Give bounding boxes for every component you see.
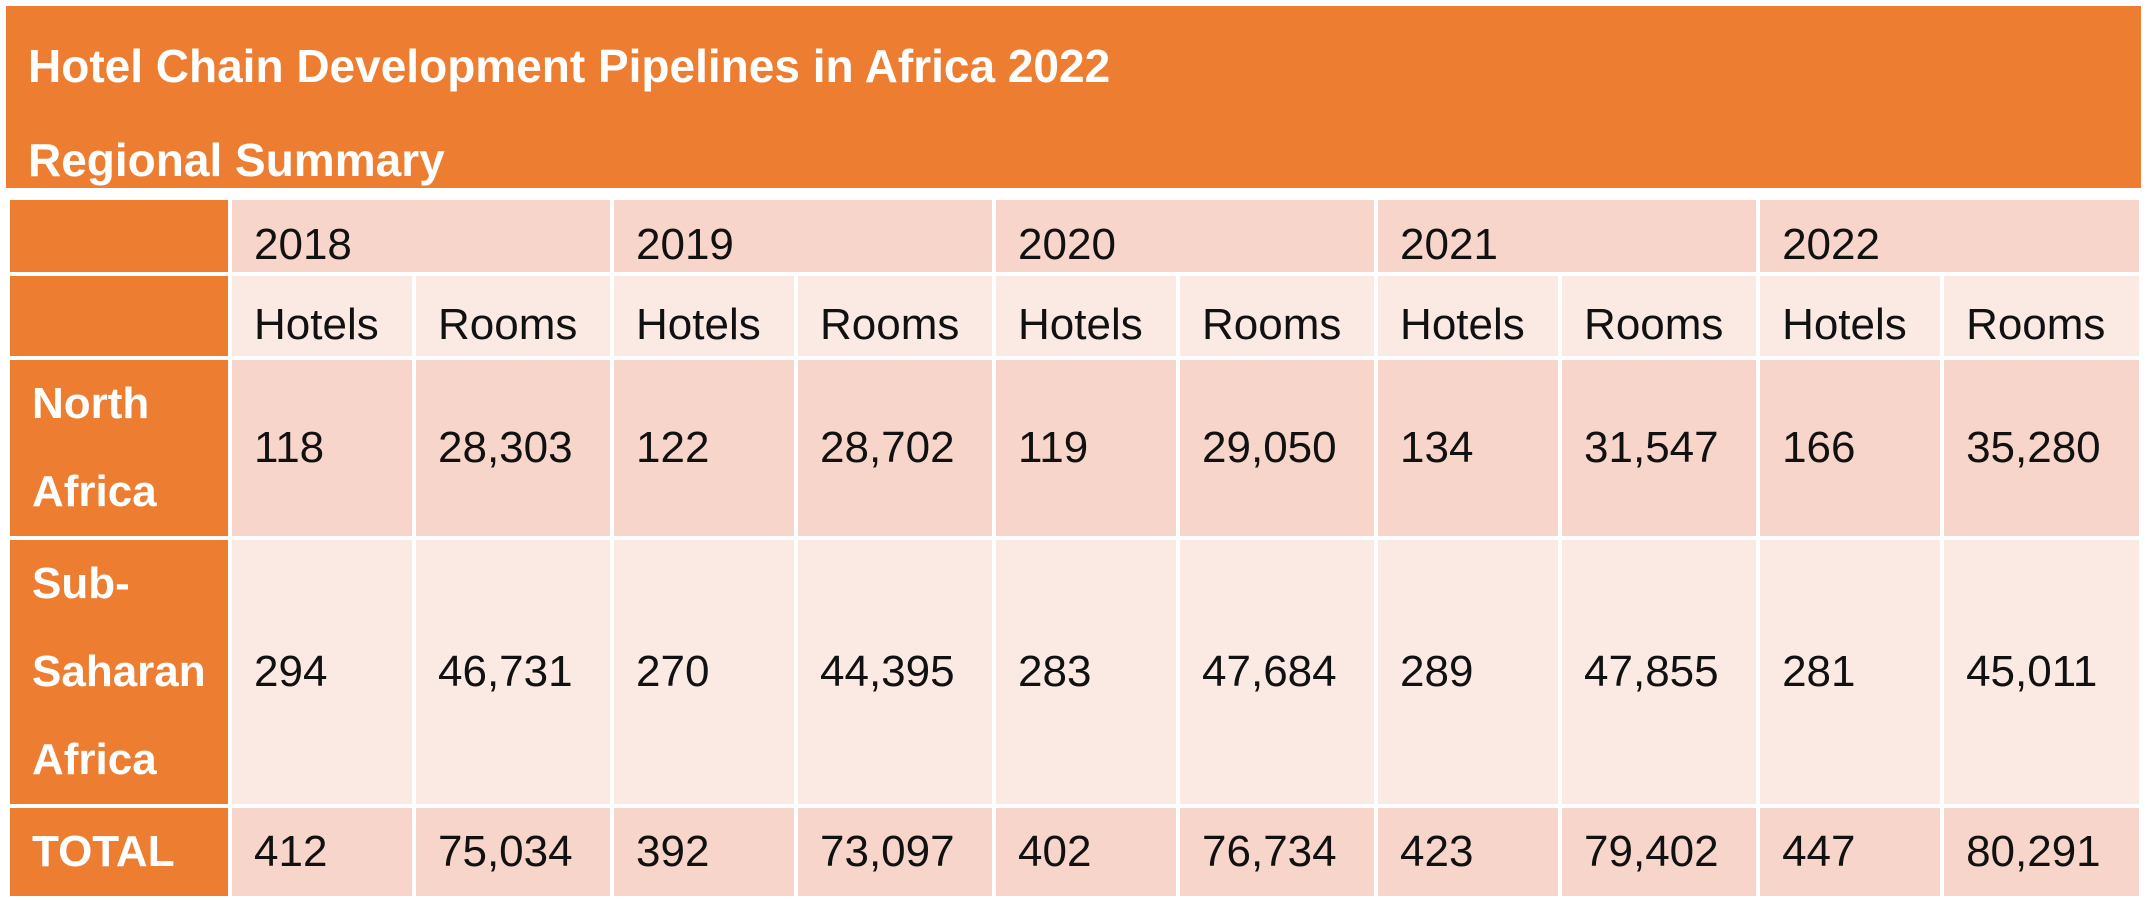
- row-header-sub-saharan-africa: Sub-Saharan Africa: [6, 536, 232, 808]
- table-cell: 28,702: [794, 356, 997, 540]
- table-row-sub-saharan-africa: Sub-Saharan Africa 294 46,731 270 44,395…: [6, 536, 2144, 808]
- table-cell: 80,291: [1940, 804, 2144, 900]
- table-cell: 76,734: [1176, 804, 1379, 900]
- document: Hotel Chain Development Pipelines in Afr…: [6, 6, 2144, 900]
- table-cell: 402: [992, 804, 1181, 900]
- col-header-rooms: Rooms: [794, 272, 997, 360]
- year-header-row: 2018 2019 2020 2021 2022: [6, 196, 2144, 276]
- table-cell: 75,034: [411, 804, 615, 900]
- table-cell: 281: [1756, 536, 1945, 808]
- table-cell: 423: [1374, 804, 1563, 900]
- table-row-north-africa: North Africa 118 28,303 122 28,702 119 2…: [6, 356, 2144, 540]
- table-cell: 134: [1374, 356, 1563, 540]
- table-cell: 289: [1374, 536, 1563, 808]
- table-cell: 166: [1756, 356, 1945, 540]
- table-cell: 29,050: [1176, 356, 1379, 540]
- col-header-rooms: Rooms: [411, 272, 615, 360]
- sub-header-row: Hotels Rooms Hotels Rooms Hotels Rooms H…: [6, 272, 2144, 360]
- table-cell: 44,395: [794, 536, 997, 808]
- corner-cell: [6, 196, 232, 276]
- year-header-2018: 2018: [227, 196, 615, 276]
- table-cell: 122: [610, 356, 799, 540]
- col-header-hotels: Hotels: [1374, 272, 1563, 360]
- row-header-north-africa: North Africa: [6, 356, 232, 540]
- table-cell: 447: [1756, 804, 1945, 900]
- table-cell: 47,855: [1558, 536, 1761, 808]
- year-header-2020: 2020: [992, 196, 1379, 276]
- table-row-total: TOTAL 412 75,034 392 73,097 402 76,734 4…: [6, 804, 2144, 900]
- table-cell: 119: [992, 356, 1181, 540]
- col-header-rooms: Rooms: [1940, 272, 2144, 360]
- row-header-total: TOTAL: [6, 804, 232, 900]
- page-subtitle: Regional Summary: [28, 134, 445, 186]
- table-cell: 35,280: [1940, 356, 2144, 540]
- table-cell: 412: [228, 804, 416, 900]
- table-cell: 294: [228, 536, 416, 808]
- table-cell: 46,731: [411, 536, 615, 808]
- title-banner: Hotel Chain Development Pipelines in Afr…: [6, 6, 2141, 188]
- col-header-hotels: Hotels: [228, 272, 416, 360]
- table-cell: 28,303: [411, 356, 615, 540]
- table-cell: 47,684: [1176, 536, 1379, 808]
- year-header-2019: 2019: [610, 196, 997, 276]
- table-cell: 45,011: [1940, 536, 2144, 808]
- col-header-hotels: Hotels: [610, 272, 799, 360]
- year-header-2022: 2022: [1756, 196, 2144, 276]
- col-header-rooms: Rooms: [1558, 272, 1761, 360]
- table-cell: 118: [228, 356, 416, 540]
- table-cell: 31,547: [1558, 356, 1761, 540]
- pipeline-table: 2018 2019 2020 2021 2022 Hotels Rooms Ho…: [6, 196, 2144, 900]
- table-cell: 73,097: [794, 804, 997, 900]
- table-cell: 270: [610, 536, 799, 808]
- col-header-hotels: Hotels: [992, 272, 1181, 360]
- col-header-rooms: Rooms: [1176, 272, 1379, 360]
- page-title: Hotel Chain Development Pipelines in Afr…: [28, 40, 1111, 92]
- corner-cell-2: [6, 272, 232, 360]
- year-header-2021: 2021: [1374, 196, 1761, 276]
- col-header-hotels: Hotels: [1756, 272, 1945, 360]
- table-cell: 392: [610, 804, 799, 900]
- table-cell: 283: [992, 536, 1181, 808]
- table-cell: 79,402: [1558, 804, 1761, 900]
